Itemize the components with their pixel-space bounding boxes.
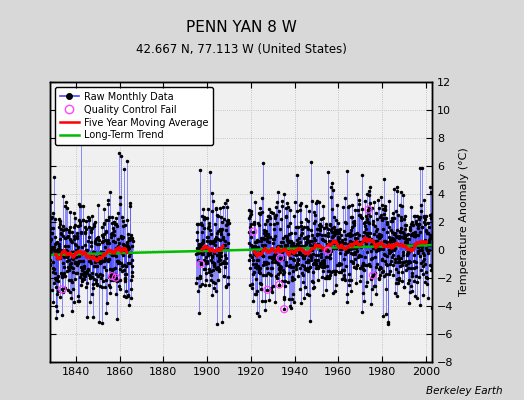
Point — [275, 282, 283, 288]
Text: 42.667 N, 77.113 W (United States): 42.667 N, 77.113 W (United States) — [136, 44, 346, 56]
Point — [280, 306, 288, 312]
Point — [112, 274, 120, 281]
Point — [263, 287, 271, 293]
Legend: Raw Monthly Data, Quality Control Fail, Five Year Moving Average, Long-Term Tren: Raw Monthly Data, Quality Control Fail, … — [54, 87, 213, 145]
Point — [196, 261, 205, 267]
Text: PENN YAN 8 W: PENN YAN 8 W — [185, 20, 297, 36]
Point — [276, 255, 284, 261]
Point — [369, 272, 377, 278]
Point — [364, 206, 373, 213]
Y-axis label: Temperature Anomaly (°C): Temperature Anomaly (°C) — [459, 148, 469, 296]
Point — [108, 273, 116, 279]
Point — [58, 286, 67, 293]
Text: Berkeley Earth: Berkeley Earth — [427, 386, 503, 396]
Point — [249, 228, 257, 235]
Point — [323, 248, 332, 254]
